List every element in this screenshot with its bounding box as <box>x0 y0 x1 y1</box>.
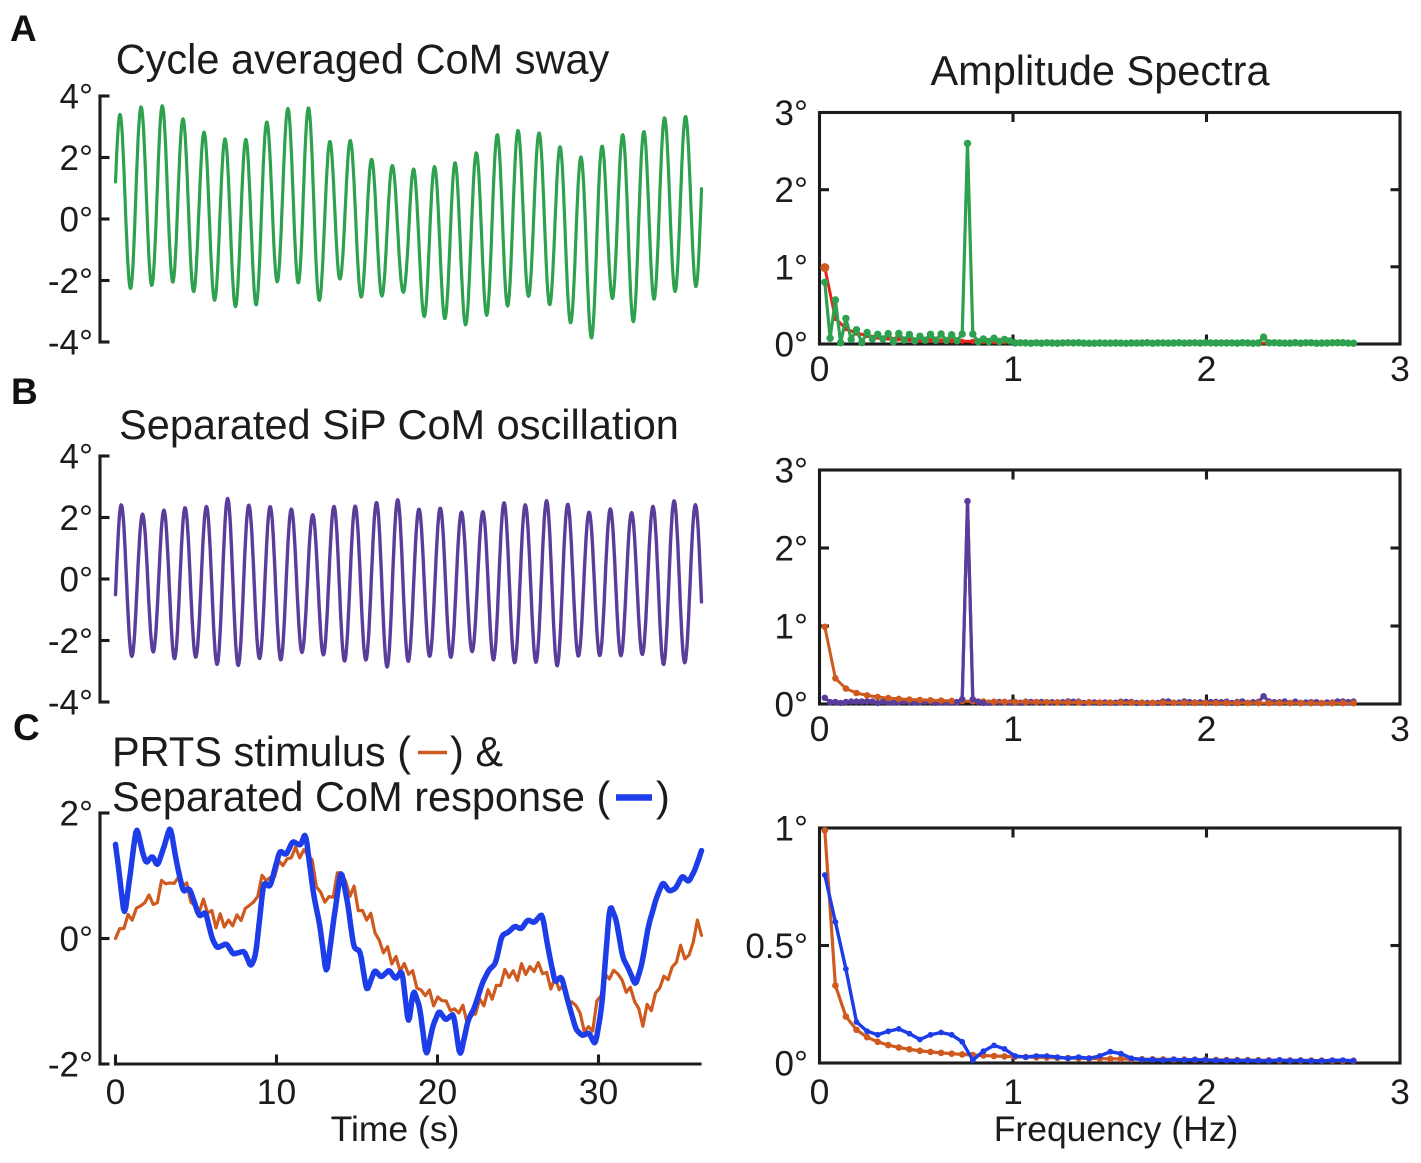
svg-text:4°: 4° <box>60 438 93 477</box>
svg-text:) &: ) & <box>450 728 503 775</box>
svg-text:2: 2 <box>1197 1072 1217 1112</box>
svg-text:-4°: -4° <box>48 684 93 723</box>
svg-text:0°: 0° <box>60 201 93 240</box>
svg-text:10: 10 <box>257 1072 297 1112</box>
svg-text:3°: 3° <box>775 94 808 133</box>
svg-text:0°: 0° <box>775 1045 808 1084</box>
svg-text:3: 3 <box>1390 1072 1410 1112</box>
svg-text:1: 1 <box>1003 1072 1023 1112</box>
svg-text:1°: 1° <box>775 608 808 647</box>
svg-text:1: 1 <box>1003 349 1023 389</box>
svg-text:3: 3 <box>1390 349 1410 389</box>
svg-text:Separated SiP CoM oscillation: Separated SiP CoM oscillation <box>119 401 679 448</box>
svg-text:0: 0 <box>106 1072 126 1112</box>
svg-text:0: 0 <box>810 709 830 749</box>
svg-text:2: 2 <box>1197 349 1217 389</box>
svg-text:0°: 0° <box>60 561 93 600</box>
svg-text:4°: 4° <box>60 78 93 117</box>
svg-text:1: 1 <box>1003 709 1023 749</box>
svg-text:2°: 2° <box>775 171 808 210</box>
svg-text:-2°: -2° <box>48 1046 93 1085</box>
svg-text:2: 2 <box>1197 709 1217 749</box>
svg-text:1°: 1° <box>775 810 808 849</box>
svg-text:0: 0 <box>810 1072 830 1112</box>
svg-text:0°: 0° <box>775 326 808 365</box>
svg-text:2°: 2° <box>60 499 93 538</box>
svg-text:Amplitude Spectra: Amplitude Spectra <box>930 47 1270 94</box>
svg-text:2°: 2° <box>60 139 93 178</box>
svg-text:C: C <box>13 707 40 748</box>
svg-text:Time (s): Time (s) <box>331 1109 460 1149</box>
svg-text:0°: 0° <box>775 686 808 725</box>
svg-text:-2°: -2° <box>48 262 93 301</box>
svg-text:3: 3 <box>1390 709 1410 749</box>
svg-text:Cycle averaged CoM sway: Cycle averaged CoM sway <box>116 36 610 83</box>
svg-text:Separated CoM response (: Separated CoM response ( <box>112 773 610 820</box>
svg-text:B: B <box>11 371 38 412</box>
svg-text:2°: 2° <box>775 530 808 569</box>
svg-text:20: 20 <box>418 1072 458 1112</box>
svg-text:Frequency (Hz): Frequency (Hz) <box>994 1109 1239 1149</box>
svg-text:): ) <box>656 773 670 820</box>
svg-text:3°: 3° <box>775 452 808 491</box>
svg-text:0.5°: 0.5° <box>745 927 808 966</box>
svg-text:0°: 0° <box>60 920 93 959</box>
svg-text:PRTS stimulus (: PRTS stimulus ( <box>112 728 411 775</box>
svg-text:0: 0 <box>810 349 830 389</box>
svg-text:-2°: -2° <box>48 622 93 661</box>
svg-text:1°: 1° <box>775 248 808 287</box>
svg-text:2°: 2° <box>60 795 93 834</box>
svg-text:30: 30 <box>579 1072 619 1112</box>
svg-text:-4°: -4° <box>48 324 93 363</box>
svg-text:A: A <box>10 8 37 49</box>
